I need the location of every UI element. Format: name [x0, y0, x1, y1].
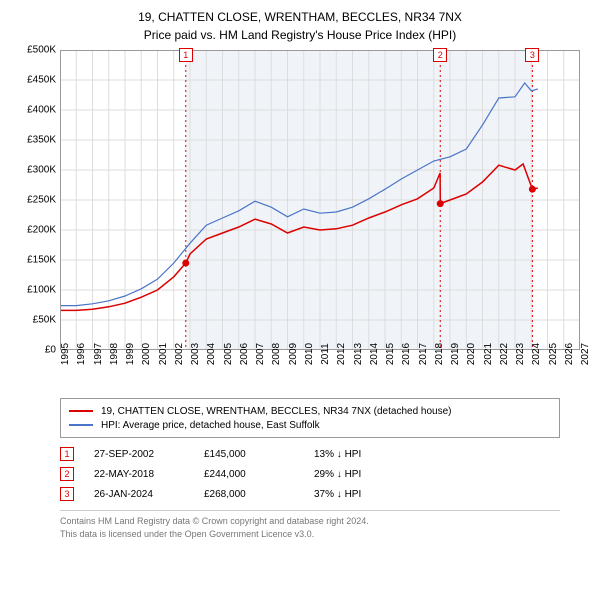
event-dot	[182, 260, 189, 267]
event-delta: 13% ↓ HPI	[314, 449, 424, 460]
x-tick-label: 2024	[531, 343, 542, 365]
y-tick-label: £350K	[27, 135, 56, 146]
event-price: £244,000	[204, 469, 314, 480]
footer-line2: This data is licensed under the Open Gov…	[60, 528, 560, 541]
x-tick-label: 2006	[239, 343, 250, 365]
x-tick-label: 2011	[320, 343, 331, 365]
event-num: 1	[60, 447, 74, 461]
x-tick-label: 2002	[174, 343, 185, 365]
footer-attribution: Contains HM Land Registry data © Crown c…	[60, 510, 560, 540]
x-tick-label: 2025	[548, 343, 559, 365]
event-date: 26-JAN-2024	[94, 489, 204, 500]
plot-svg	[60, 50, 580, 350]
y-tick-label: £50K	[33, 315, 56, 326]
plot-region: 1 2 3	[60, 50, 580, 350]
event-delta: 37% ↓ HPI	[314, 489, 424, 500]
x-tick-label: 2014	[369, 343, 380, 365]
x-tick-label: 2013	[353, 343, 364, 365]
event-dot	[529, 186, 536, 193]
event-date: 22-MAY-2018	[94, 469, 204, 480]
legend-label: HPI: Average price, detached house, East…	[101, 420, 320, 431]
y-tick-label: £400K	[27, 105, 56, 116]
title-address: 19, CHATTEN CLOSE, WRENTHAM, BECCLES, NR…	[10, 8, 590, 26]
y-tick-label: £100K	[27, 285, 56, 296]
event-marker-num: 2	[433, 48, 447, 62]
x-tick-label: 2015	[385, 343, 396, 365]
x-tick-label: 2012	[336, 343, 347, 365]
x-tick-label: 2007	[255, 343, 266, 365]
legend-box: 19, CHATTEN CLOSE, WRENTHAM, BECCLES, NR…	[60, 398, 560, 438]
legend-swatch	[69, 424, 93, 426]
legend-item: HPI: Average price, detached house, East…	[69, 418, 551, 432]
x-tick-label: 2016	[401, 343, 412, 365]
y-tick-label: £450K	[27, 75, 56, 86]
y-tick-label: £150K	[27, 255, 56, 266]
event-num: 3	[60, 487, 74, 501]
x-tick-label: 2021	[483, 343, 494, 365]
y-tick-label: £300K	[27, 165, 56, 176]
x-tick-label: 2019	[450, 343, 461, 365]
x-tick-label: 1999	[125, 343, 136, 365]
event-date: 27-SEP-2002	[94, 449, 204, 460]
event-price: £145,000	[204, 449, 314, 460]
y-tick-label: £200K	[27, 225, 56, 236]
x-tick-label: 2005	[223, 343, 234, 365]
x-tick-label: 2001	[158, 343, 169, 365]
x-tick-label: 2008	[271, 343, 282, 365]
y-tick-label: £0	[45, 345, 56, 356]
x-tick-label: 2026	[564, 343, 575, 365]
x-tick-label: 1998	[109, 343, 120, 365]
title-subtitle: Price paid vs. HM Land Registry's House …	[10, 26, 590, 44]
x-tick-label: 2018	[434, 343, 445, 365]
event-num: 2	[60, 467, 74, 481]
y-axis: £0£50K£100K£150K£200K£250K£300K£350K£400…	[10, 50, 60, 350]
event-dot	[437, 200, 444, 207]
chart-titles: 19, CHATTEN CLOSE, WRENTHAM, BECCLES, NR…	[10, 8, 590, 44]
y-tick-label: £250K	[27, 195, 56, 206]
chart-container: 19, CHATTEN CLOSE, WRENTHAM, BECCLES, NR…	[0, 0, 600, 548]
x-tick-label: 2009	[288, 343, 299, 365]
x-tick-label: 2017	[418, 343, 429, 365]
x-tick-label: 2010	[304, 343, 315, 365]
x-tick-label: 1996	[76, 343, 87, 365]
event-delta: 29% ↓ HPI	[314, 469, 424, 480]
x-tick-label: 2027	[580, 343, 591, 365]
x-tick-label: 2023	[515, 343, 526, 365]
legend-swatch	[69, 410, 93, 412]
event-marker-num: 3	[525, 48, 539, 62]
x-tick-label: 2000	[141, 343, 152, 365]
x-tick-label: 2022	[499, 343, 510, 365]
x-axis: 1995199619971998199920002001200220032004…	[60, 350, 580, 390]
legend-item: 19, CHATTEN CLOSE, WRENTHAM, BECCLES, NR…	[69, 404, 551, 418]
chart-area: £0 £50K £100K £150K £200K £250K £300K £350K £400…	[10, 50, 590, 390]
event-price: £268,000	[204, 489, 314, 500]
event-row: 1 27-SEP-2002£145,00013% ↓ HPI	[60, 444, 560, 464]
x-tick-label: 2004	[206, 343, 217, 365]
event-row: 3 26-JAN-2024£268,00037% ↓ HPI	[60, 484, 560, 504]
event-marker-num: 1	[179, 48, 193, 62]
y-tick-label: £500K	[27, 45, 56, 56]
event-row: 2 22-MAY-2018£244,00029% ↓ HPI	[60, 464, 560, 484]
x-tick-label: 1997	[93, 343, 104, 365]
legend-label: 19, CHATTEN CLOSE, WRENTHAM, BECCLES, NR…	[101, 406, 451, 417]
x-tick-label: 2020	[466, 343, 477, 365]
x-tick-label: 1995	[60, 343, 71, 365]
events-table: 1 27-SEP-2002£145,00013% ↓ HPI 2 22-MAY-201…	[60, 444, 560, 504]
footer-line1: Contains HM Land Registry data © Crown c…	[60, 515, 560, 528]
x-tick-label: 2003	[190, 343, 201, 365]
